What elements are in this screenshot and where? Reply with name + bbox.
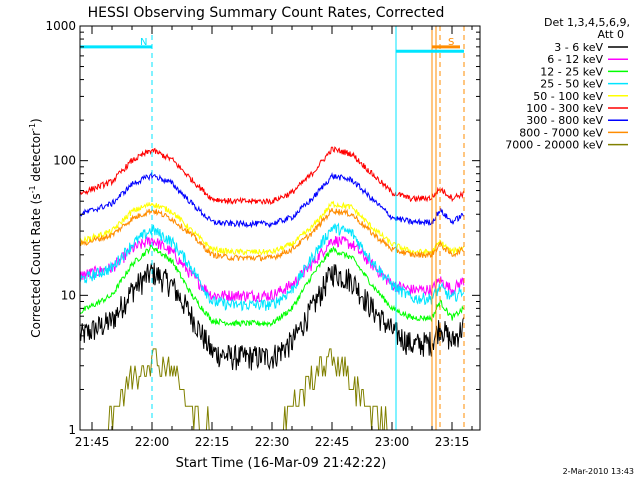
series-group: [80, 146, 465, 430]
y-axis-label: Corrected Count Rate (s-1 detector-1): [28, 118, 43, 337]
legend-subtitle: Att 0: [598, 28, 624, 41]
y-tick-label: 100: [53, 154, 76, 168]
plot-frame: [79, 25, 481, 431]
plot-area: N S 21:45 22:00 22:15 22:30 22:45 23:00 23:15 1 10…: [45, 19, 481, 449]
chart-title: HESSI Observing Summary Count Rates, Cor…: [88, 5, 445, 21]
legend-entry-label: 50 - 100 keV: [533, 90, 603, 103]
series-line: [80, 207, 464, 262]
legend-entry-label: 100 - 300 keV: [526, 102, 603, 115]
x-tick-label: 23:00: [375, 435, 410, 449]
x-tick-label: 22:15: [195, 435, 230, 449]
series-line: [80, 171, 465, 229]
series-line: [80, 262, 465, 371]
timestamp: 2-Mar-2010 13:43: [563, 467, 634, 476]
x-tick-label: 22:30: [255, 435, 290, 449]
legend-entry-label: 6 - 12 keV: [547, 53, 603, 66]
x-tick-label: 23:15: [435, 435, 470, 449]
series-line: [100, 348, 392, 430]
legend-entry-label: 7000 - 20000 keV: [505, 139, 603, 152]
legend-entry-label: 12 - 25 keV: [540, 65, 603, 78]
series-line: [80, 222, 465, 312]
legend-entry-label: 300 - 800 keV: [526, 114, 603, 127]
y-tick-label: 10: [61, 288, 76, 302]
legend-entry-label: 800 - 7000 keV: [519, 126, 603, 139]
y-tick-label: 1: [68, 423, 76, 437]
series-line: [80, 244, 465, 328]
x-axis-label: Start Time (16-Mar-09 21:42:22): [176, 456, 387, 471]
series-line: [80, 235, 465, 303]
x-tick-label: 22:00: [135, 435, 170, 449]
x-tick-label: 22:45: [315, 435, 350, 449]
legend-title: Det 1,3,4,5,6,9,: [544, 16, 630, 29]
flag-label: S: [448, 37, 454, 48]
legend-entry-label: 25 - 50 keV: [540, 78, 603, 91]
y-tick-label: 1000: [45, 19, 76, 33]
x-tick-label: 21:45: [75, 435, 110, 449]
legend-entry-label: 3 - 6 keV: [554, 41, 603, 54]
series-line: [80, 146, 465, 206]
series-line: [80, 200, 465, 256]
flag-label: N: [140, 37, 147, 48]
